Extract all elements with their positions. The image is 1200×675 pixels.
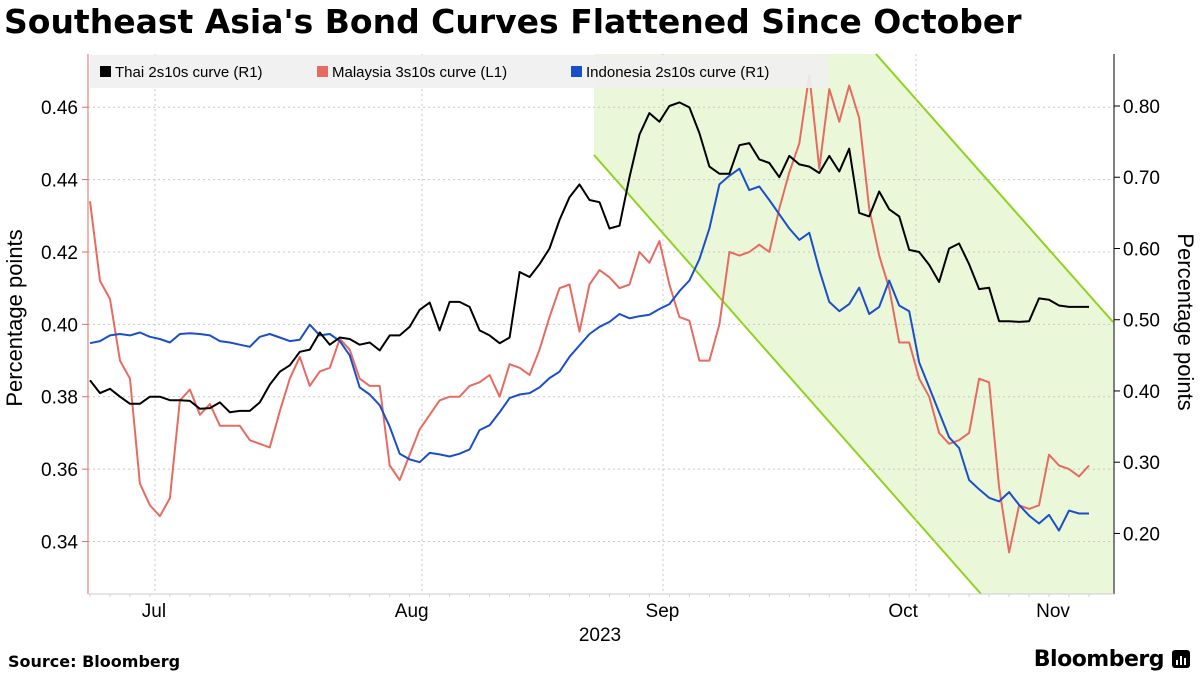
legend-swatch-1 xyxy=(317,66,328,77)
x-tick-label-nov: Nov xyxy=(1036,601,1070,622)
trend-channel-upper-line xyxy=(875,53,1114,323)
bloomberg-bars-icon xyxy=(1172,650,1190,668)
right-tick-label-0: 0.20 xyxy=(1123,524,1160,545)
legend: Thai 2s10s curve (R1) Malaysia 3s10s curv… xyxy=(90,55,828,88)
left-tick-label-6: 0.46 xyxy=(41,98,78,119)
legend-items: Thai 2s10s curve (R1) Malaysia 3s10s curv… xyxy=(100,64,769,81)
series-line-indonesia xyxy=(89,167,1089,532)
right-tick-label-4: 0.60 xyxy=(1123,239,1160,260)
legend-label-0: Thai 2s10s curve (R1) xyxy=(115,64,263,81)
legend-swatch-2 xyxy=(571,66,582,77)
series-line-malaysia xyxy=(89,73,1090,554)
left-tick-label-1: 0.36 xyxy=(41,460,78,481)
x-axis-ticks: Jul Aug Sep Oct Nov xyxy=(89,594,1090,622)
left-tick-label-2: 0.38 xyxy=(41,388,78,409)
chart-title: Southeast Asia's Bond Curves Flattened S… xyxy=(4,2,1022,41)
x-tick-label-aug: Aug xyxy=(395,601,429,622)
legend-background xyxy=(90,55,828,88)
left-tick-label-4: 0.42 xyxy=(41,243,78,264)
left-axis-ticks: 0.34 0.36 0.38 0.40 0.42 0.44 0.46 xyxy=(41,98,88,554)
source-note: Source: Bloomberg xyxy=(8,652,181,671)
right-axis-title: Percentage points xyxy=(1173,233,1198,410)
right-axis-ticks: 0.20 0.30 0.40 0.50 0.60 0.70 0.80 xyxy=(1114,97,1160,545)
legend-swatch-0 xyxy=(100,66,111,77)
left-tick-label-3: 0.40 xyxy=(41,315,78,336)
x-tick-label-oct: Oct xyxy=(888,601,918,622)
legend-label-1: Malaysia 3s10s curve (L1) xyxy=(332,64,507,81)
right-tick-label-2: 0.40 xyxy=(1123,382,1160,403)
left-tick-label-0: 0.34 xyxy=(41,533,78,554)
x-tick-label-sep: Sep xyxy=(646,601,680,622)
legend-label-2: Indonesia 2s10s curve (R1) xyxy=(586,64,769,81)
right-tick-label-3: 0.50 xyxy=(1123,311,1160,332)
left-axis-title: Percentage points xyxy=(2,229,27,406)
series-line-thai xyxy=(89,101,1089,414)
right-tick-label-6: 0.80 xyxy=(1123,97,1160,118)
series-lines xyxy=(89,73,1090,554)
brand-logo-text: Bloomberg xyxy=(1033,647,1165,672)
grid xyxy=(88,54,1114,594)
right-tick-label-1: 0.30 xyxy=(1123,453,1160,474)
x-year-label: 2023 xyxy=(579,625,621,646)
left-tick-label-5: 0.44 xyxy=(41,171,78,192)
x-tick-label-jul: Jul xyxy=(142,601,166,622)
right-tick-label-5: 0.70 xyxy=(1123,168,1160,189)
